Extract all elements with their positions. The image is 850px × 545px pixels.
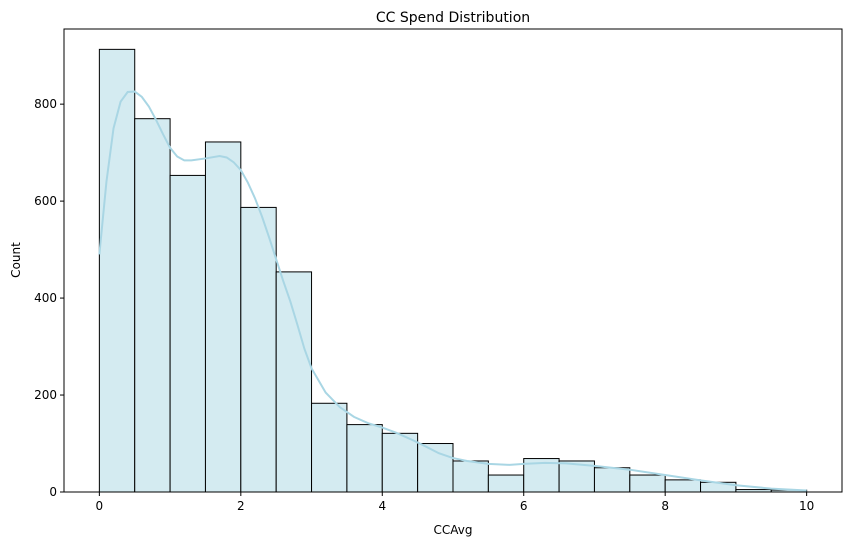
chart-title: CC Spend Distribution xyxy=(376,10,530,26)
histogram-bar xyxy=(629,474,666,493)
histogram-bar xyxy=(98,48,136,493)
y-tick-label: 600 xyxy=(34,194,57,208)
x-axis-label: CCAvg xyxy=(434,523,473,537)
histogram-bar xyxy=(275,271,313,493)
y-axis-ticks: 0 200 400 600 800 xyxy=(34,97,64,499)
x-tick-label: 10 xyxy=(799,499,814,513)
histogram-bar xyxy=(240,206,277,493)
histogram-bar xyxy=(381,432,419,493)
y-axis-label: Count xyxy=(9,242,23,278)
x-tick-label: 8 xyxy=(661,499,669,513)
histogram-bar xyxy=(664,479,702,493)
histogram-bar xyxy=(487,474,525,493)
y-tick-label: 0 xyxy=(49,485,57,499)
x-tick-label: 4 xyxy=(378,499,386,513)
x-tick-label: 0 xyxy=(96,499,104,513)
x-tick-label: 2 xyxy=(237,499,245,513)
histogram-bar xyxy=(169,174,206,493)
y-tick-label: 200 xyxy=(34,388,57,402)
histogram-bar xyxy=(134,118,171,493)
plot-frame xyxy=(63,28,843,493)
histogram-bar xyxy=(311,402,348,493)
bars-group xyxy=(98,48,808,493)
y-tick-label: 800 xyxy=(34,97,57,111)
kde-curve xyxy=(98,90,807,492)
x-axis-ticks: 0 2 4 6 8 10 xyxy=(96,492,814,513)
y-tick-label: 400 xyxy=(34,291,57,305)
histogram-bar xyxy=(346,424,383,493)
x-tick-label: 6 xyxy=(520,499,528,513)
histogram-bar xyxy=(204,141,242,493)
histogram-bar xyxy=(593,467,631,493)
histogram-bar xyxy=(452,460,489,493)
